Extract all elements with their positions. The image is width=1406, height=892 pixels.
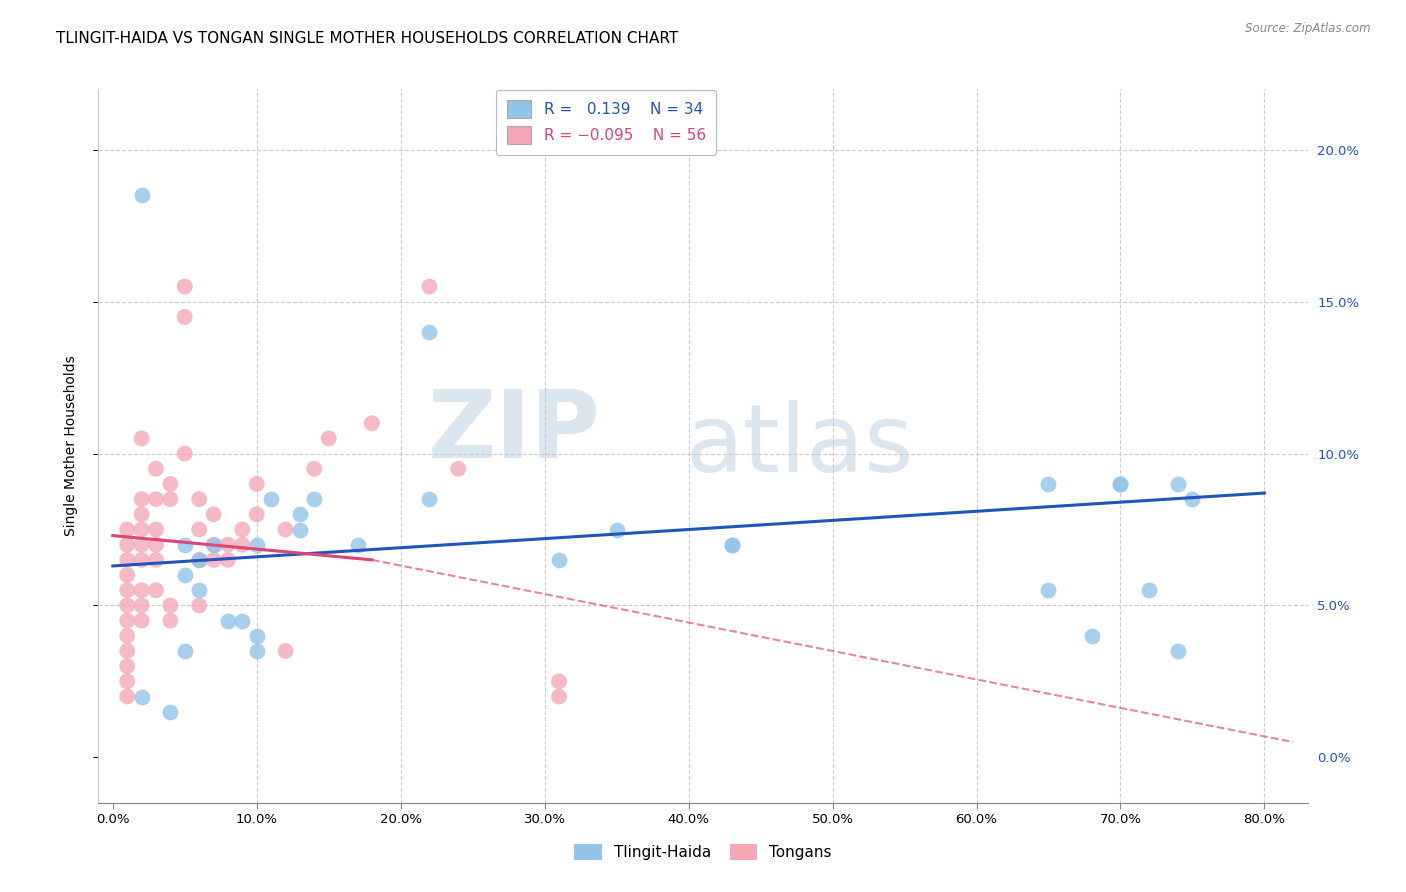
Point <box>131 553 153 567</box>
Text: ZIP: ZIP <box>427 385 600 478</box>
Point <box>418 279 440 293</box>
Text: atlas: atlas <box>686 400 914 492</box>
Point <box>159 614 181 628</box>
Point <box>131 523 153 537</box>
Point <box>173 447 195 461</box>
Point <box>202 538 225 552</box>
Point <box>418 492 440 507</box>
Point <box>202 508 225 522</box>
Point <box>173 279 195 293</box>
Point <box>548 674 571 689</box>
Point <box>159 477 181 491</box>
Point <box>145 538 167 552</box>
Point <box>145 462 167 476</box>
Point <box>1167 477 1189 491</box>
Point <box>548 690 571 704</box>
Point <box>1038 583 1060 598</box>
Text: Source: ZipAtlas.com: Source: ZipAtlas.com <box>1246 22 1371 36</box>
Point <box>288 508 311 522</box>
Point <box>274 523 297 537</box>
Point <box>173 568 195 582</box>
Point <box>1181 492 1204 507</box>
Point <box>418 325 440 339</box>
Point <box>145 492 167 507</box>
Point <box>1109 477 1132 491</box>
Point <box>115 538 138 552</box>
Point <box>131 599 153 613</box>
Point <box>246 508 269 522</box>
Point <box>246 644 269 658</box>
Point <box>217 614 239 628</box>
Point <box>159 599 181 613</box>
Point <box>246 629 269 643</box>
Point <box>115 629 138 643</box>
Point <box>145 523 167 537</box>
Point <box>131 614 153 628</box>
Point <box>231 538 253 552</box>
Point <box>159 705 181 719</box>
Point <box>115 690 138 704</box>
Point <box>1109 477 1132 491</box>
Point <box>131 538 153 552</box>
Point <box>231 523 253 537</box>
Point <box>188 553 211 567</box>
Point <box>202 553 225 567</box>
Point <box>246 538 269 552</box>
Point <box>202 538 225 552</box>
Point <box>548 553 571 567</box>
Point <box>260 492 283 507</box>
Point <box>173 310 195 324</box>
Point <box>131 492 153 507</box>
Point <box>361 416 384 430</box>
Point <box>606 523 628 537</box>
Point <box>274 644 297 658</box>
Point <box>115 599 138 613</box>
Point <box>720 538 742 552</box>
Point <box>188 553 211 567</box>
Text: TLINGIT-HAIDA VS TONGAN SINGLE MOTHER HOUSEHOLDS CORRELATION CHART: TLINGIT-HAIDA VS TONGAN SINGLE MOTHER HO… <box>56 31 679 46</box>
Point <box>131 690 153 704</box>
Point <box>115 568 138 582</box>
Legend: Tlingit-Haida, Tongans: Tlingit-Haida, Tongans <box>568 838 838 866</box>
Point <box>1038 477 1060 491</box>
Point <box>173 538 195 552</box>
Point <box>246 477 269 491</box>
Point <box>115 583 138 598</box>
Point <box>173 644 195 658</box>
Point <box>217 553 239 567</box>
Point <box>304 462 326 476</box>
Y-axis label: Single Mother Households: Single Mother Households <box>63 356 77 536</box>
Point <box>115 644 138 658</box>
Point <box>346 538 368 552</box>
Point <box>188 599 211 613</box>
Point <box>188 523 211 537</box>
Point <box>159 492 181 507</box>
Point <box>131 431 153 445</box>
Point <box>288 523 311 537</box>
Point <box>115 614 138 628</box>
Point <box>1080 629 1102 643</box>
Point <box>720 538 742 552</box>
Point <box>145 583 167 598</box>
Point <box>115 553 138 567</box>
Point <box>318 431 340 445</box>
Point <box>217 538 239 552</box>
Point <box>188 492 211 507</box>
Point <box>145 553 167 567</box>
Point <box>131 188 153 202</box>
Point <box>115 659 138 673</box>
Point <box>131 508 153 522</box>
Point <box>231 614 253 628</box>
Point <box>131 583 153 598</box>
Point <box>115 674 138 689</box>
Point <box>1137 583 1160 598</box>
Point <box>447 462 470 476</box>
Point <box>304 492 326 507</box>
Point <box>115 523 138 537</box>
Point <box>188 583 211 598</box>
Point <box>1167 644 1189 658</box>
